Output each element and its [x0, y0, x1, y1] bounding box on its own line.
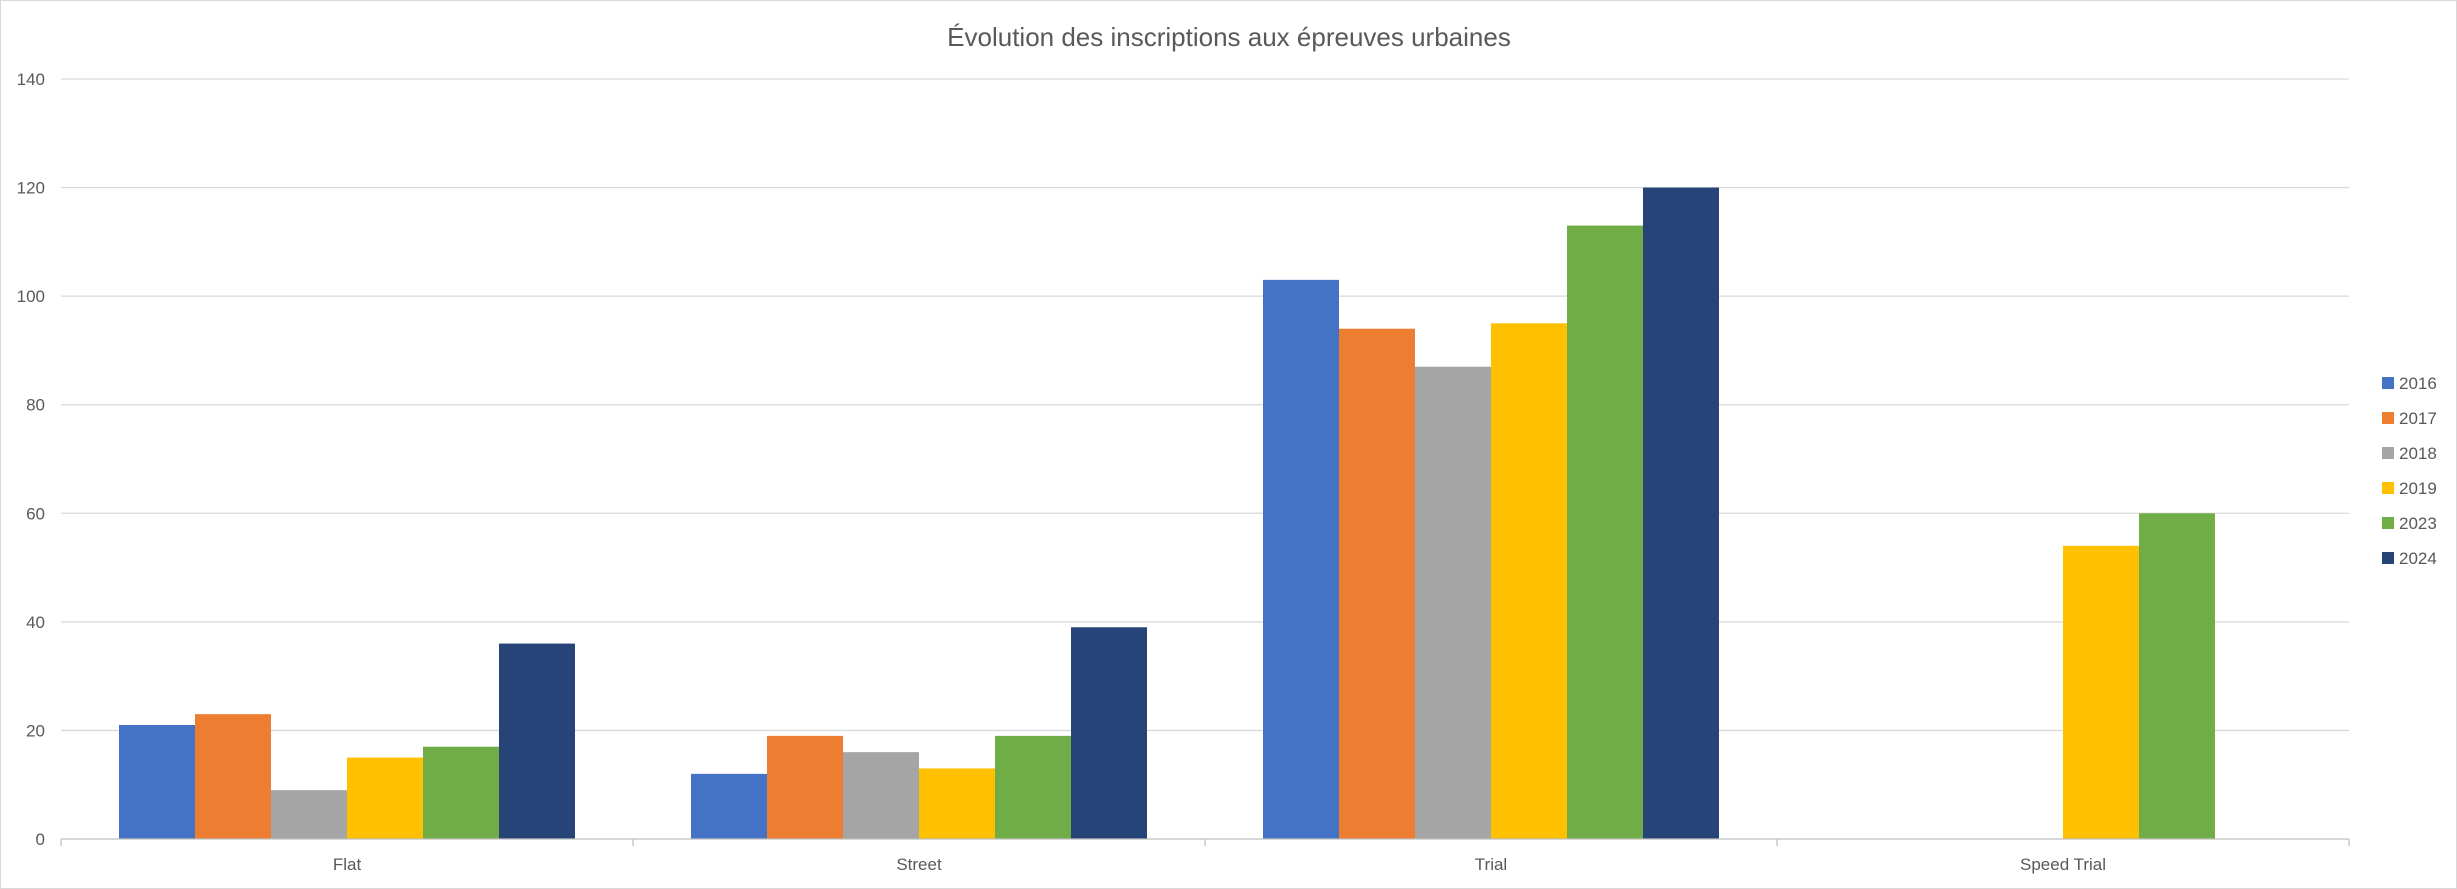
y-tick-label: 100 — [17, 287, 45, 306]
bar-2017-trial — [1339, 328, 1415, 839]
bar-2019-speed-trial — [2063, 545, 2139, 839]
legend-item-2017: 2017 — [2382, 409, 2437, 428]
x-axis: Flat Street Trial Speed Trial — [60, 838, 2350, 874]
y-tick-label: 80 — [26, 396, 45, 415]
legend-label: 2017 — [2399, 409, 2437, 428]
gridlines — [61, 78, 2349, 732]
bar-2016-flat — [119, 725, 195, 839]
bar-2017-flat — [195, 714, 271, 839]
legend-label: 2023 — [2399, 514, 2437, 533]
legend-item-2016: 2016 — [2382, 374, 2437, 393]
legend-label: 2016 — [2399, 374, 2437, 393]
bars — [119, 187, 2215, 840]
bar-2023-flat — [423, 746, 499, 839]
bar-2018-trial — [1415, 366, 1491, 839]
legend-item-2024: 2024 — [2382, 549, 2437, 568]
bar-2019-trial — [1491, 323, 1567, 839]
bar-2024-flat — [499, 643, 575, 839]
bar-2023-street — [995, 735, 1071, 839]
bar-2016-trial — [1263, 279, 1339, 839]
bar-2019-flat — [347, 757, 423, 839]
legend-label: 2018 — [2399, 444, 2437, 463]
y-tick-label: 120 — [17, 179, 45, 198]
legend-swatch — [2382, 377, 2394, 389]
x-category-label: Trial — [1475, 855, 1507, 874]
x-category-label: Street — [896, 855, 942, 874]
x-category-label: Flat — [333, 855, 362, 874]
bar-2023-trial — [1567, 225, 1643, 840]
x-category-label: Speed Trial — [2020, 855, 2106, 874]
legend-label: 2024 — [2399, 549, 2437, 568]
legend-item-2019: 2019 — [2382, 479, 2437, 498]
legend-label: 2019 — [2399, 479, 2437, 498]
legend-swatch — [2382, 412, 2394, 424]
y-tick-label: 20 — [26, 721, 45, 740]
bar-2017-street — [767, 735, 843, 839]
legend-item-2023: 2023 — [2382, 514, 2437, 533]
bar-2019-street — [919, 768, 995, 839]
legend-swatch — [2382, 517, 2394, 529]
y-axis-ticks: 0 20 40 60 80 100 120 140 — [17, 70, 45, 849]
legend: 2016 2017 2018 2019 2023 2024 — [2382, 374, 2437, 568]
bar-2023-speed-trial — [2139, 513, 2215, 839]
bar-2018-flat — [271, 790, 347, 839]
legend-swatch — [2382, 552, 2394, 564]
bar-2018-street — [843, 752, 919, 839]
y-tick-label: 60 — [26, 504, 45, 523]
bar-2024-street — [1071, 627, 1147, 839]
bar-2016-street — [691, 773, 767, 839]
y-tick-label: 140 — [17, 70, 45, 89]
y-tick-label: 40 — [26, 613, 45, 632]
legend-swatch — [2382, 447, 2394, 459]
legend-item-2018: 2018 — [2382, 444, 2437, 463]
y-tick-label: 0 — [36, 830, 45, 849]
chart-title: Évolution des inscriptions aux épreuves … — [947, 22, 1511, 52]
bar-2024-trial — [1643, 187, 1719, 840]
legend-swatch — [2382, 482, 2394, 494]
